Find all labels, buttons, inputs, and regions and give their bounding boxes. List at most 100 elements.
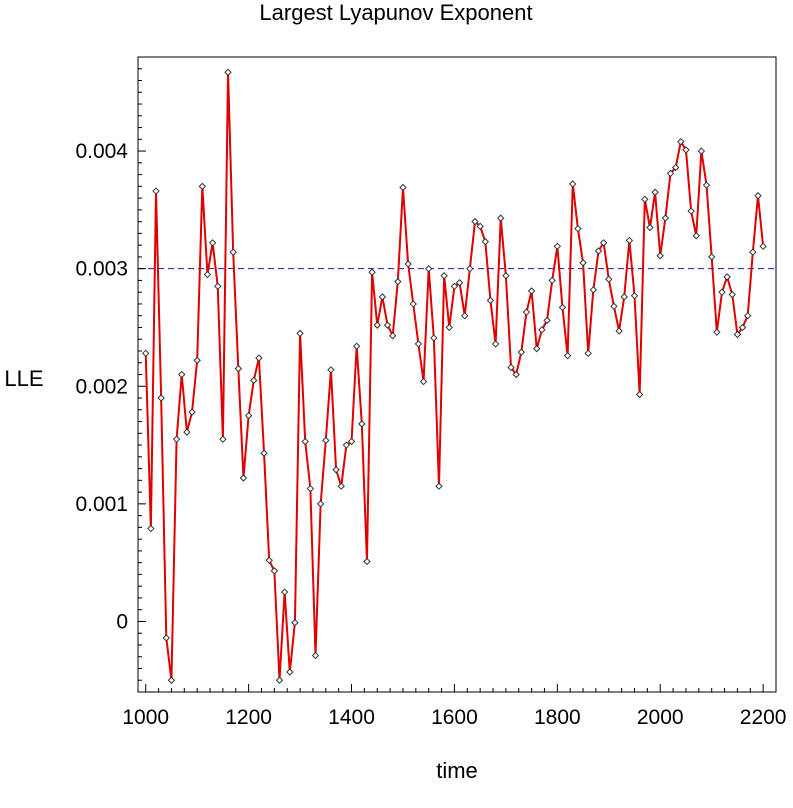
data-point [697, 147, 706, 155]
data-point [342, 441, 351, 449]
data-point [677, 137, 685, 146]
data-point [198, 182, 207, 191]
data-point [311, 651, 320, 660]
data-point [666, 169, 675, 178]
data-point [656, 252, 664, 260]
data-point [661, 214, 670, 222]
minor-ticks [138, 68, 777, 692]
data-point [152, 187, 160, 195]
data-point [157, 394, 165, 402]
data-point [723, 273, 731, 281]
data-point [347, 437, 356, 446]
x-tick-label: 1600 [431, 706, 478, 729]
data-point [707, 253, 716, 261]
data-point [738, 323, 747, 332]
data-point [713, 328, 721, 336]
data-point [625, 236, 634, 245]
data-point [497, 214, 505, 222]
data-point [671, 163, 680, 172]
data-point [553, 242, 562, 251]
data-point [594, 247, 603, 255]
data-point [527, 287, 536, 295]
data-point [203, 270, 212, 279]
data-point [183, 428, 191, 436]
x-tick-label: 1000 [122, 706, 169, 729]
data-point [759, 242, 767, 251]
data-point [244, 411, 253, 420]
data-point [286, 668, 294, 676]
data-point [455, 279, 464, 287]
x-tick-label: 1800 [534, 706, 581, 729]
data-point [394, 277, 402, 286]
data-point [641, 195, 649, 203]
data-point [208, 239, 217, 247]
data-point [419, 377, 428, 386]
data-point [548, 276, 556, 285]
data-point [188, 408, 196, 416]
x-tick-label: 1200 [225, 706, 272, 729]
series-line [144, 72, 765, 681]
data-point [404, 260, 412, 268]
data-point [440, 272, 448, 280]
data-point [142, 349, 150, 358]
data-point [450, 282, 459, 291]
data-point [481, 237, 490, 246]
data-point [373, 321, 381, 329]
data-point [466, 264, 474, 273]
data-point [728, 290, 736, 299]
data-point [584, 349, 592, 358]
x-axis-label: time [436, 758, 478, 783]
y-tick-label: 0.003 [75, 258, 128, 281]
data-point [620, 293, 628, 301]
data-point [332, 466, 340, 474]
data-point [239, 474, 248, 482]
data-point [270, 567, 279, 575]
data-point [445, 323, 453, 332]
data-point [651, 188, 659, 196]
data-point [306, 484, 315, 493]
data-point [563, 351, 572, 360]
y-axis-label: LLE [4, 366, 43, 391]
data-point [399, 183, 407, 192]
data-point [301, 437, 309, 446]
data-point [388, 331, 397, 340]
data-point [224, 68, 232, 76]
data-point [476, 222, 484, 231]
y-tick-label: 0.002 [75, 375, 128, 398]
data-point [327, 366, 335, 374]
data-point [543, 316, 551, 325]
data-point [260, 449, 268, 457]
data-point [692, 232, 700, 240]
data-point [291, 618, 299, 627]
plot-frame [137, 56, 777, 693]
data-point [630, 292, 639, 300]
data-point [574, 224, 582, 233]
data-point [507, 363, 515, 372]
data-point [337, 482, 345, 490]
data-point [250, 376, 258, 385]
data-point [363, 557, 371, 566]
data-point [424, 264, 433, 273]
data-point [635, 390, 644, 399]
data-point [162, 634, 171, 642]
data-point [517, 348, 526, 356]
data-point [558, 303, 567, 312]
data-point [569, 180, 577, 188]
data-point [265, 556, 273, 565]
series-markers [142, 68, 767, 684]
data-point [358, 420, 366, 428]
data-point [219, 435, 227, 443]
y-tick-label: 0.001 [75, 493, 128, 516]
chart-title: Largest Lyapunov Exponent [259, 0, 532, 25]
data-point [178, 370, 186, 379]
data-point [322, 436, 330, 445]
data-point [275, 676, 284, 684]
data-point [234, 364, 243, 373]
data-point [605, 275, 613, 283]
data-point [368, 268, 376, 276]
data-point [486, 296, 495, 305]
data-point [378, 293, 387, 301]
data-point [383, 321, 392, 329]
data-point [296, 329, 304, 338]
data-point [579, 259, 587, 267]
